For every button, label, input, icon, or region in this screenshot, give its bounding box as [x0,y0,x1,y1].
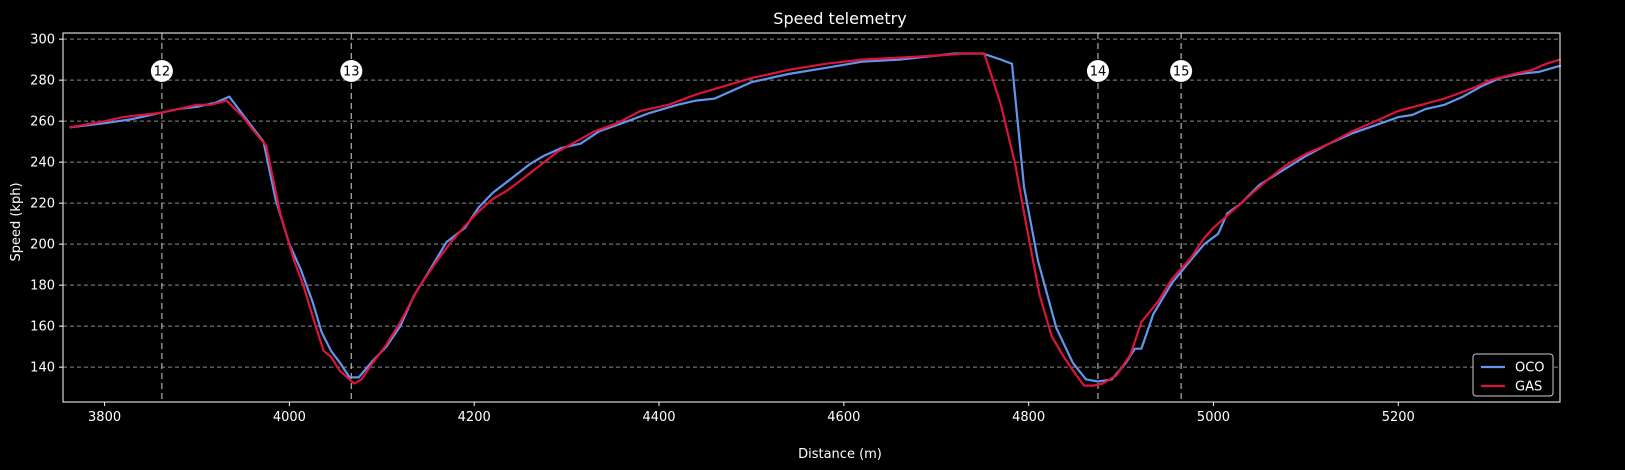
corner-markers: 12 13 14 15 [150,33,1193,402]
plot-frame [62,32,1561,403]
series-line-oco [69,52,1562,383]
x-tick-label: 5000 [1197,410,1230,425]
x-tick-label: 4000 [273,410,306,425]
corner-label: 13 [343,65,360,80]
corner-label: 15 [1173,65,1190,80]
y-tick-label: 240 [30,156,55,171]
x-tick-label: 4600 [827,410,860,425]
y-tick-label: 260 [30,115,55,130]
y-tick-label: 200 [30,238,55,253]
y-tick-label: 180 [30,279,55,294]
x-tick-label: 3800 [88,410,121,425]
series-line-gas [69,52,1562,387]
corner-badge [340,60,363,82]
corner-label: 12 [154,65,171,80]
y-axis-label: Speed (kph) [9,182,24,261]
corner-label: 14 [1090,65,1107,80]
legend: OCO GAS [1472,353,1554,397]
corner-badge [150,60,173,82]
y-tick-label: 300 [30,33,55,48]
corner-badge [1170,60,1193,82]
grid-layer [63,38,1560,368]
x-tick-label: 4200 [458,410,491,425]
chart-title: Speed telemetry [773,9,906,28]
y-tick-label: 280 [30,74,55,89]
x-axis-label: Distance (m) [798,447,882,462]
y-tick-label: 160 [30,320,55,335]
y-tick-label: 140 [30,361,55,376]
legend-label-oco: OCO [1515,361,1545,376]
legend-label-gas: GAS [1515,380,1542,395]
x-tick-label: 5200 [1382,410,1415,425]
series-lines [69,52,1562,387]
x-tick-label: 4400 [642,410,675,425]
y-tick-label: 220 [30,197,55,212]
axis-ticks: 140 160 180 200 220 240 260 280 300 3800 4000 4200 4… [30,33,1415,425]
corner-badge [1086,60,1109,82]
x-tick-label: 4800 [1012,410,1045,425]
